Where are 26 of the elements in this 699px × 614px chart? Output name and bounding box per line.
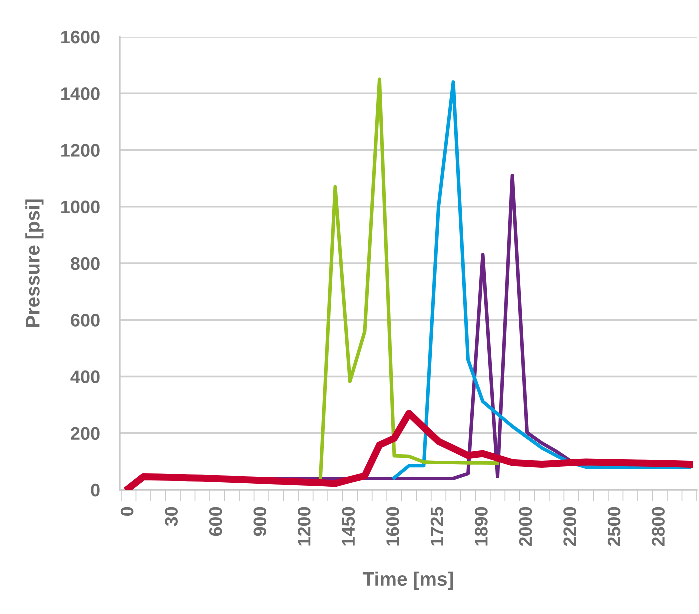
y-tick-label: 1400 bbox=[62, 88, 100, 100]
x-tick-label: 900 bbox=[254, 507, 267, 536]
y-tick-label: 800 bbox=[71, 257, 100, 270]
x-tick-label: 1725 bbox=[430, 507, 444, 546]
x-tick-label: 1890 bbox=[475, 507, 488, 546]
y-tick-label: 1000 bbox=[62, 200, 100, 214]
y-tick-label: 1600 bbox=[62, 30, 100, 44]
x-tick-label: 2000 bbox=[519, 507, 532, 546]
line-series bbox=[318, 78, 500, 480]
x-tick-label: 2800 bbox=[652, 507, 665, 546]
y-tick-label: 0 bbox=[91, 484, 100, 497]
line-series bbox=[392, 80, 692, 480]
x-tick-label: 2500 bbox=[608, 507, 621, 546]
x-tick-label: 2200 bbox=[564, 507, 576, 546]
x-tick-label: 30 bbox=[165, 507, 178, 526]
x-axis-title: Time [ms] bbox=[362, 572, 454, 590]
y-tick-label: 1200 bbox=[62, 144, 100, 157]
x-tick-label: 1450 bbox=[342, 507, 356, 546]
x-tick-label: 0 bbox=[120, 507, 134, 516]
y-tick-label: 600 bbox=[71, 314, 100, 327]
y-tick-label: 400 bbox=[70, 370, 100, 384]
y-axis-title: Pressure [psi] bbox=[26, 200, 44, 328]
x-tick-label: 1200 bbox=[298, 507, 311, 546]
y-tick-label: 200 bbox=[71, 427, 100, 440]
x-tick-label: 600 bbox=[209, 507, 222, 536]
x-tick-label: 1600 bbox=[386, 507, 400, 546]
